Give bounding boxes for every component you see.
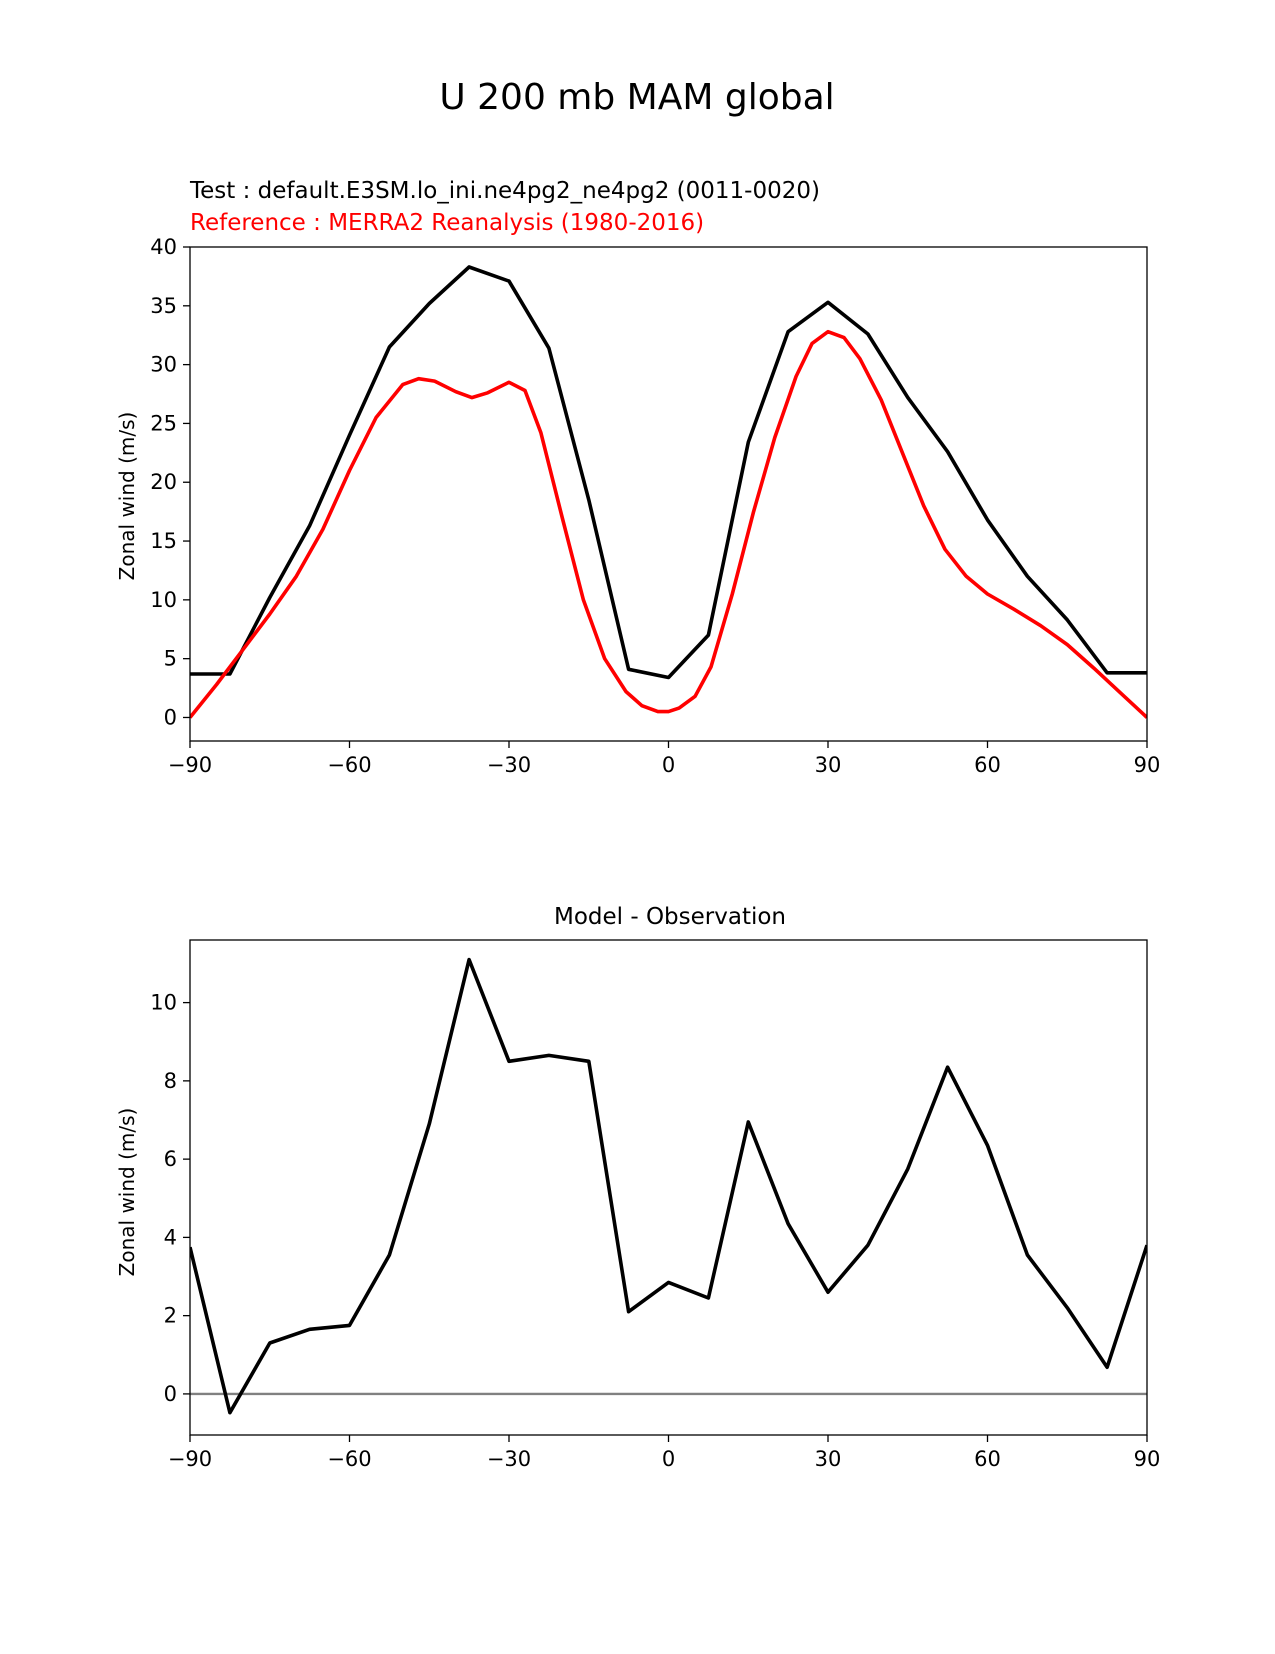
x-tick-label: −60	[327, 753, 371, 777]
x-tick-label: −30	[487, 753, 531, 777]
x-tick-label: 90	[1134, 1447, 1161, 1471]
y-tick-label: 5	[164, 647, 177, 671]
y-tick-label: 20	[150, 470, 177, 494]
x-tick-label: 90	[1134, 753, 1161, 777]
y-tick-label: 25	[150, 411, 177, 435]
y-tick-label: 35	[150, 294, 177, 318]
y-tick-label: 4	[164, 1225, 177, 1249]
x-tick-label: −60	[327, 1447, 371, 1471]
y-tick-label: 6	[164, 1147, 177, 1171]
difference-series-line	[190, 957, 1147, 1415]
test-title: Test : default.E3SM.lo_ini.ne4pg2_ne4pg2…	[189, 178, 820, 204]
y-tick-label: 10	[150, 991, 177, 1015]
x-tick-label: −90	[168, 753, 212, 777]
y-axis-label: Zonal wind (m/s)	[115, 1108, 139, 1277]
plot-frame	[189, 246, 1148, 742]
figure-title: U 200 mb MAM global	[439, 77, 834, 118]
x-tick-label: −30	[487, 1447, 531, 1471]
x-tick-label: 0	[662, 753, 675, 777]
x-tick-label: 60	[974, 1447, 1001, 1471]
y-tick-label: 30	[150, 353, 177, 377]
reference-title: Reference : MERRA2 Reanalysis (1980-2016…	[190, 210, 704, 236]
reference-series-line	[190, 329, 1147, 719]
x-tick-label: −90	[168, 1447, 212, 1471]
test-series-line	[190, 265, 1147, 680]
y-tick-label: 8	[164, 1069, 177, 1093]
y-axis-label: Zonal wind (m/s)	[115, 412, 139, 581]
x-tick-label: 60	[974, 753, 1001, 777]
y-tick-label: 40	[150, 235, 177, 259]
panel-bottom: Model - Observation Zonal wind (m/s) −90…	[115, 904, 1160, 1471]
x-tick-label: 30	[815, 1447, 842, 1471]
y-tick-label: 10	[150, 588, 177, 612]
x-tick-label: 0	[662, 1447, 675, 1471]
y-tick-label: 15	[150, 529, 177, 553]
difference-title: Model - Observation	[554, 904, 786, 930]
panel-top: Test : default.E3SM.lo_ini.ne4pg2_ne4pg2…	[115, 178, 1160, 777]
y-tick-label: 0	[164, 705, 177, 729]
x-tick-label: 30	[815, 753, 842, 777]
y-tick-label: 2	[164, 1304, 177, 1328]
y-tick-label: 0	[164, 1382, 177, 1406]
